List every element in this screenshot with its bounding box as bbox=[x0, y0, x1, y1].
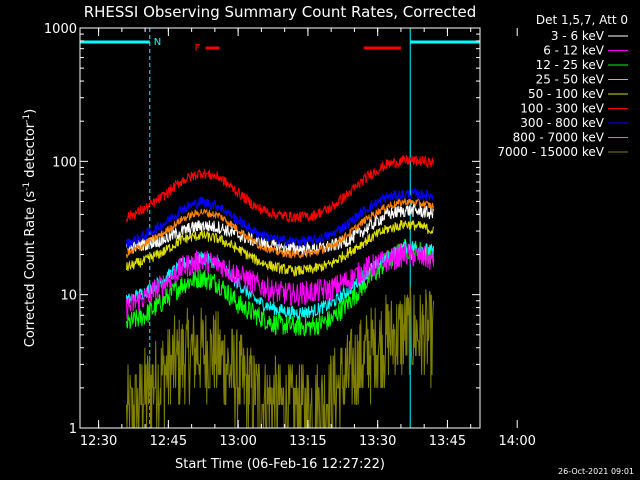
x-tick-label: 13:45 bbox=[429, 434, 466, 449]
y-axis-label-prefix: Corrected Count Rate (s bbox=[23, 191, 38, 348]
series-line-6 bbox=[126, 187, 434, 249]
legend-label: 800 - 7000 keV bbox=[513, 131, 605, 145]
legend-label: 3 - 6 keV bbox=[551, 29, 605, 43]
series-line-8 bbox=[126, 286, 434, 429]
legend-header: Det 1,5,7, Att 0 bbox=[536, 13, 628, 27]
chart-title: RHESSI Observing Summary Count Rates, Co… bbox=[84, 3, 477, 21]
series-line-7 bbox=[126, 197, 434, 259]
legend-label: 50 - 100 keV bbox=[528, 87, 605, 101]
series-line-2 bbox=[126, 239, 434, 337]
x-tick-label: 13:00 bbox=[219, 434, 256, 449]
timestamp: 26-Oct-2021 09:01 bbox=[558, 467, 634, 476]
y-tick-label: 10 bbox=[60, 289, 77, 304]
y-axis-label-sup2: -1 bbox=[22, 114, 32, 123]
y-axis-label: Corrected Count Rate (s-1 detector-1) bbox=[22, 109, 38, 347]
legend-label: 7000 - 15000 keV bbox=[497, 145, 604, 159]
legend-label: 100 - 300 keV bbox=[520, 102, 604, 116]
x-tick-label: 13:30 bbox=[359, 434, 396, 449]
night-label: N bbox=[154, 37, 161, 48]
x-tick-label: 14:00 bbox=[498, 434, 535, 449]
x-tick-label: 12:30 bbox=[80, 434, 117, 449]
x-axis: 12:30 12:45 13:00 13:15 13:30 13:45 14:00 bbox=[80, 28, 536, 449]
y-axis-label-sup1: -1 bbox=[22, 182, 32, 191]
flare-label: F bbox=[195, 43, 201, 54]
legend-label: 6 - 12 keV bbox=[543, 44, 605, 58]
y-axis-label-suffix: ) bbox=[23, 109, 38, 114]
x-axis-label: Start Time (06-Feb-16 12:27:22) bbox=[175, 457, 385, 472]
y-tick-label: 1000 bbox=[44, 22, 77, 37]
y-axis-label-mid: detector bbox=[23, 122, 38, 182]
plot-area: NF bbox=[79, 28, 481, 429]
x-tick-label: 13:15 bbox=[289, 434, 326, 449]
series-line-1 bbox=[126, 242, 434, 320]
y-axis: 1 10 100 1000 bbox=[44, 22, 480, 437]
x-tick-label: 12:45 bbox=[150, 434, 187, 449]
legend-label: 25 - 50 keV bbox=[536, 73, 605, 87]
series-line-5 bbox=[126, 154, 434, 224]
legend-label: 300 - 800 keV bbox=[520, 116, 604, 130]
y-tick-label: 100 bbox=[52, 155, 77, 170]
series-line-4 bbox=[126, 220, 434, 277]
plot-frame bbox=[79, 27, 481, 429]
y-tick-label: 1 bbox=[69, 422, 77, 437]
legend-label: 12 - 25 keV bbox=[536, 58, 605, 72]
